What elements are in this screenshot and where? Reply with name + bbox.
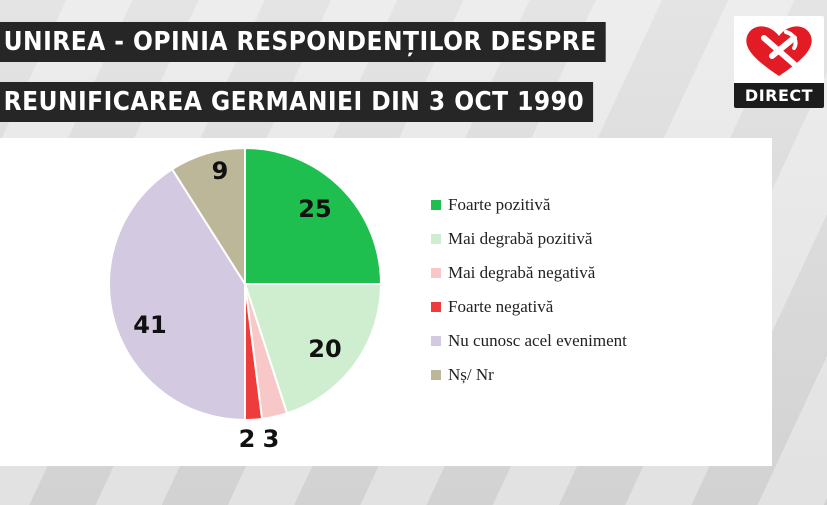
data-label-mai-degraba-pozitiva: 20 bbox=[308, 335, 341, 363]
title-line-2: REUNIFICAREA GERMANIEI DIN 3 OCT 1990 bbox=[0, 82, 594, 122]
logo-label: DIRECT bbox=[734, 83, 824, 108]
legend-swatch-foarte-pozitiva bbox=[431, 200, 441, 210]
data-label-ns-nr: 9 bbox=[212, 157, 229, 185]
channel-logo: DIRECT bbox=[734, 16, 824, 108]
pie-slice-foarte-pozitiva bbox=[244, 146, 383, 285]
legend-swatch-ns-nr bbox=[431, 370, 441, 380]
legend-label-nu-cunosc-acel-eveniment: Nu cunosc acel eveniment bbox=[448, 331, 627, 350]
title-line-1: UNIREA - OPINIA RESPONDENȚILOR DESPRE bbox=[0, 22, 606, 62]
legend-swatch-mai-degraba-negativa bbox=[431, 268, 441, 278]
legend-swatch-mai-degraba-pozitiva bbox=[431, 234, 441, 244]
legend-label-mai-degraba-pozitiva: Mai degrabă pozitivă bbox=[448, 229, 593, 248]
data-label-mai-degraba-negativa: 3 bbox=[263, 425, 280, 453]
data-label-nu-cunosc-acel-eveniment: 41 bbox=[133, 311, 166, 339]
legend-label-foarte-negativa: Foarte negativă bbox=[448, 297, 554, 316]
legend-label-ns-nr: Nș/ Nr bbox=[448, 365, 494, 384]
heart-logo-icon bbox=[746, 26, 812, 76]
legend-label-foarte-pozitiva: Foarte pozitivă bbox=[448, 195, 551, 214]
pie-chart: 25 20 32 41 9 Foarte pozitivă Mai degrabă poz… bbox=[108, 146, 627, 453]
data-label-foarte-pozitiva: 25 bbox=[298, 195, 331, 223]
legend-label-mai-degraba-negativa: Mai degrabă negativă bbox=[448, 263, 596, 282]
chart-panel: 25 20 3 2 41 9 Foarte pozitivă Mai degrabă poz… bbox=[0, 138, 772, 466]
chart-legend: Foarte pozitivă Mai degrabă pozitivă Mai d… bbox=[431, 195, 627, 384]
pie-slices bbox=[108, 146, 383, 422]
legend-swatch-nu-cunosc-acel-eveniment bbox=[431, 336, 441, 346]
pie-slice-ns-nr bbox=[170, 146, 246, 288]
legend-swatch-foarte-negativa bbox=[431, 302, 441, 312]
data-label-foarte-negativa: 2 bbox=[239, 425, 256, 453]
pie-data-labels: 25 20 32 41 9 bbox=[133, 157, 341, 453]
pie-slice-mai-degraba-pozitiva bbox=[243, 283, 383, 415]
